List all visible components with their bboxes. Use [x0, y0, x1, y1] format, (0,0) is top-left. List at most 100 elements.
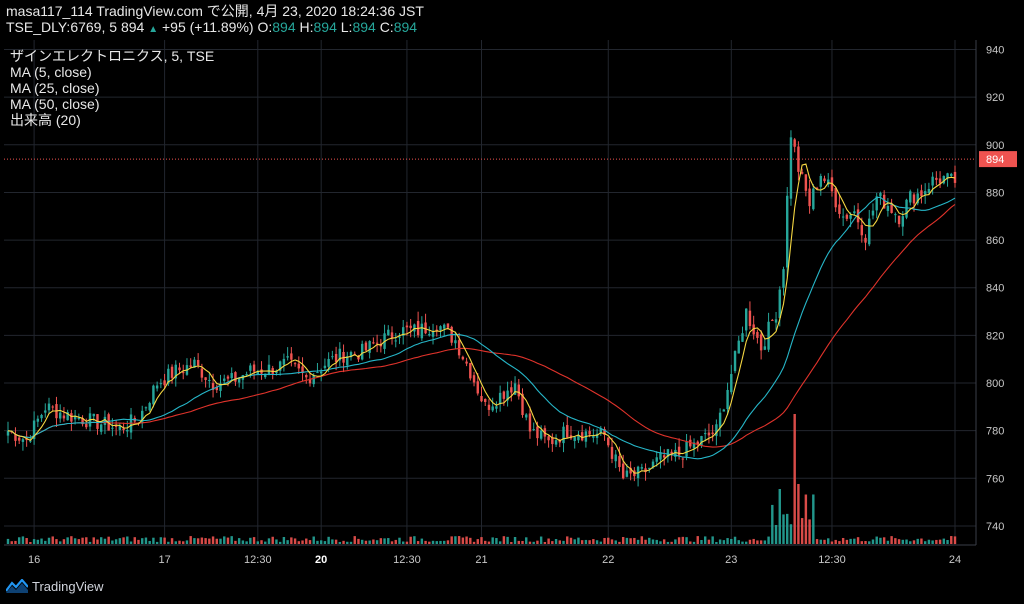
volume-bar [495, 538, 498, 544]
volume-bar [174, 541, 177, 544]
volume-bar [167, 541, 170, 544]
volume-bar [372, 539, 375, 544]
volume-bar [827, 538, 830, 544]
candle-body [196, 359, 200, 366]
candle-body [621, 463, 625, 479]
volume-bar [689, 541, 692, 544]
candle-body [786, 195, 789, 268]
ma25-line [7, 196, 956, 460]
volume-bar [849, 538, 852, 544]
volume-bar [633, 537, 636, 544]
candle-body [99, 424, 103, 432]
volume-bar [543, 541, 547, 544]
volume-bar [353, 536, 356, 544]
publish-line: masa117_114 TradingView.com で公開, 4月 23, … [6, 3, 424, 19]
legend-ma25[interactable]: MA (25, close) [10, 80, 100, 96]
volume-bar [920, 538, 923, 544]
volume-bar [759, 540, 763, 544]
volume-bar [812, 494, 815, 544]
volume-bar [286, 540, 289, 544]
volume-bar [879, 537, 882, 544]
volume-bar [685, 537, 688, 544]
candle-body [226, 376, 230, 379]
volume-bar [133, 537, 136, 544]
volume-bar [252, 537, 256, 544]
volume-bar [346, 541, 349, 544]
candle-body [707, 432, 711, 436]
volume-bar [469, 537, 472, 544]
candle-body [506, 390, 509, 401]
price-tick-label: 900 [986, 140, 1004, 152]
candle-body [375, 342, 379, 344]
candle-body [77, 418, 81, 420]
volume-bar [446, 540, 450, 544]
volume-bar [245, 541, 248, 544]
volume-bar [6, 538, 10, 544]
volume-bar [234, 540, 237, 544]
volume-bar [424, 540, 427, 544]
candle-body [804, 174, 808, 191]
volume-bar [55, 539, 58, 544]
candle-body [457, 340, 461, 356]
candle-body [308, 378, 312, 384]
candle-body [267, 364, 271, 376]
volume-bar [271, 536, 274, 544]
tradingview-logo[interactable]: TradingView [6, 577, 104, 595]
volume-bar [211, 536, 215, 544]
volume-bar [648, 537, 651, 544]
candle-body [696, 441, 699, 445]
candle-body [536, 426, 539, 439]
candle-body [413, 324, 416, 332]
volume-bar [830, 541, 834, 544]
candle-body [17, 437, 21, 441]
candle-body [32, 420, 36, 440]
candle-body [141, 410, 144, 424]
candle-body [114, 425, 118, 427]
volume-bar [275, 539, 278, 544]
candle-body [170, 366, 174, 378]
volume-bar [536, 540, 539, 544]
volume-bar [92, 537, 95, 544]
volume-bar [592, 539, 595, 544]
candle-body [200, 368, 204, 378]
candle-body [689, 439, 692, 447]
volume-bar [96, 539, 99, 544]
volume-bar [122, 537, 125, 544]
candle-body [841, 216, 845, 218]
legend-volume[interactable]: 出来高 (20) [10, 112, 81, 128]
volume-bar [73, 538, 77, 544]
candle-body [767, 321, 770, 350]
candle-body [204, 377, 207, 381]
volume-bar [327, 536, 330, 544]
candle-body [349, 352, 353, 358]
volume-bar [614, 540, 617, 544]
volume-bar [305, 538, 308, 544]
volume-bar [655, 539, 658, 544]
volume-bar [618, 541, 621, 544]
time-tick-label: 17 [158, 554, 170, 566]
legend-ma5[interactable]: MA (5, close) [10, 64, 92, 80]
volume-bar [420, 538, 424, 544]
volume-bar [99, 537, 103, 544]
candle-body [562, 426, 565, 444]
volume-bar [155, 541, 159, 544]
candle-body [103, 416, 107, 425]
legend-ma50[interactable]: MA (50, close) [10, 96, 100, 112]
candle-body [923, 191, 927, 195]
candle-body [237, 377, 241, 383]
indicator-legend: ザインエレクトロニクス, 5, TSE MA (5, close) MA (25… [10, 48, 214, 128]
brand-name: TradingView [32, 578, 104, 594]
volume-bar [129, 541, 133, 544]
time-tick-label: 12:30 [393, 554, 421, 566]
candle-body [718, 412, 722, 428]
volume-bar [551, 541, 554, 544]
volume-bar [539, 536, 543, 544]
candle-body [70, 413, 73, 422]
candle-body [275, 370, 278, 374]
candle-body [901, 216, 905, 227]
close-label: C: [379, 19, 394, 35]
volume-bar [62, 539, 66, 544]
volume-bar [845, 539, 849, 544]
price-tick-label: 800 [986, 378, 1004, 390]
